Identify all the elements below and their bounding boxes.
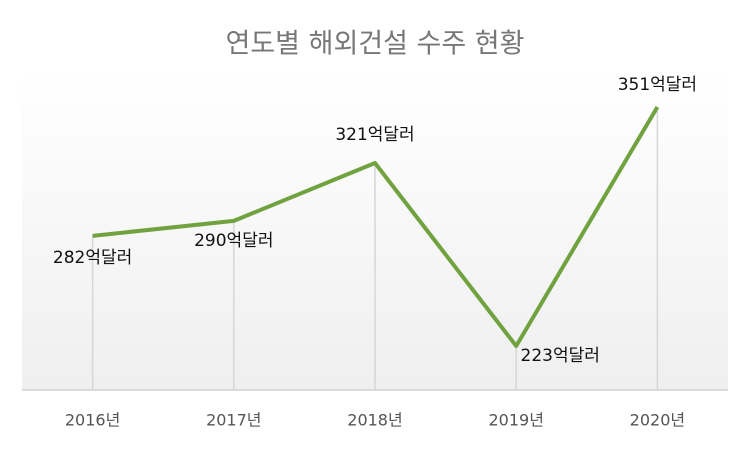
data-label: 282억달러 [53,248,132,268]
x-tick-label: 2018년 [347,411,402,430]
chart-title: 연도별 해외건설 수주 현황 [226,29,525,60]
x-tick-label: 2016년 [65,411,120,430]
x-tick-label: 2020년 [630,411,685,430]
data-label: 351억달러 [618,75,697,95]
x-tick-label: 2019년 [488,411,543,430]
line [92,105,660,348]
data-label: 223억달러 [521,346,600,366]
data-label: 321억달러 [335,125,414,145]
x-tick-label: 2017년 [206,411,261,430]
data-label: 290억달러 [194,231,273,251]
